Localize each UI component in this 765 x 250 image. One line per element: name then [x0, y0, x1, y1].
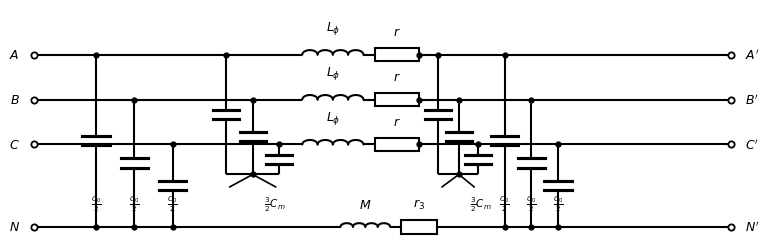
Text: $N$: $N$ [8, 220, 20, 234]
Text: $r$: $r$ [393, 71, 401, 84]
Bar [401, 220, 438, 234]
Text: $A'$: $A'$ [745, 48, 760, 62]
Text: $L_\phi$: $L_\phi$ [326, 109, 340, 126]
Text: $N'$: $N'$ [745, 220, 760, 234]
Text: $\frac{C_0}{2}$: $\frac{C_0}{2}$ [553, 194, 563, 213]
Text: $B'$: $B'$ [745, 93, 759, 107]
Text: $L_\phi$: $L_\phi$ [326, 20, 340, 37]
Text: $r_3$: $r_3$ [413, 197, 425, 211]
Text: $\frac{C_0}{2}$: $\frac{C_0}{2}$ [526, 194, 537, 213]
Bar [375, 48, 419, 62]
Text: $M$: $M$ [359, 198, 372, 211]
Text: $\frac{C_0}{2}$: $\frac{C_0}{2}$ [129, 194, 139, 213]
Text: $\frac{3}{2}C_m$: $\frac{3}{2}C_m$ [470, 194, 492, 213]
Text: $\frac{C_0}{2}$: $\frac{C_0}{2}$ [91, 194, 102, 213]
Text: $\frac{3}{2}C_m$: $\frac{3}{2}C_m$ [264, 194, 286, 213]
Text: $A$: $A$ [9, 49, 20, 62]
Text: $r$: $r$ [393, 116, 401, 129]
Text: $\frac{C_0}{2}$: $\frac{C_0}{2}$ [168, 194, 177, 213]
Text: $\frac{C_0}{2}$: $\frac{C_0}{2}$ [500, 194, 510, 213]
Text: $C$: $C$ [9, 138, 20, 151]
Bar [375, 138, 419, 152]
Text: $C'$: $C'$ [745, 138, 759, 152]
Text: $L_\phi$: $L_\phi$ [326, 64, 340, 82]
Text: $r$: $r$ [393, 26, 401, 39]
Bar [375, 93, 419, 107]
Text: $B$: $B$ [10, 94, 20, 106]
